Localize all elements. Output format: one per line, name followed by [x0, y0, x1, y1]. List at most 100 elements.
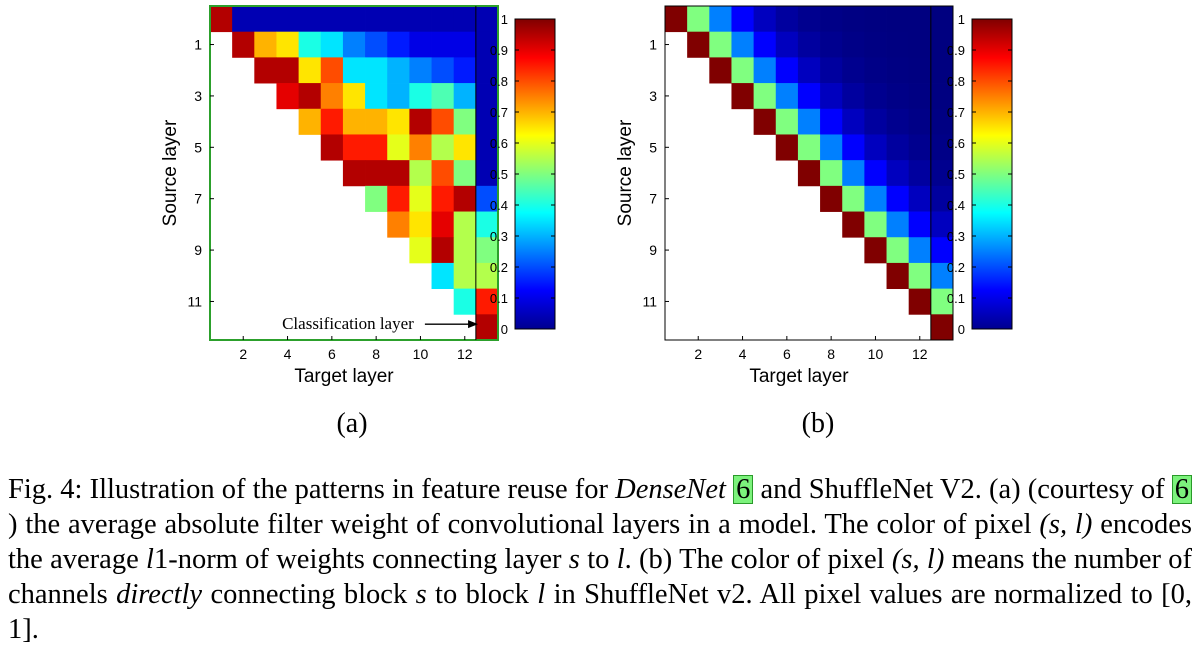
heatmap-cell	[409, 57, 432, 84]
heatmap-cell	[687, 6, 710, 33]
heatmap-cell	[842, 211, 865, 238]
heatmap-cell	[864, 31, 887, 58]
heatmap-cell	[431, 6, 455, 33]
colorbar-tick-label: 0.3	[490, 229, 508, 244]
heatmap-cell	[864, 211, 887, 238]
heatmap-cell	[475, 31, 499, 58]
colorbar-tick-label: 0.5	[947, 167, 965, 182]
heatmap-cell	[342, 83, 366, 110]
heatmap-cell	[930, 108, 954, 135]
heatmap-cell	[930, 185, 954, 212]
heatmap-cell	[387, 83, 410, 110]
heatmap-cell	[797, 160, 821, 187]
panel-label-a: (a)	[336, 408, 367, 439]
heatmap-cell	[753, 108, 777, 135]
heatmap-cell	[908, 160, 932, 187]
heatmap-cell	[753, 6, 777, 33]
heatmap-cell	[886, 31, 910, 58]
heatmap-cell	[753, 31, 777, 58]
heatmap-cell	[387, 108, 410, 135]
caption-math: s	[568, 544, 580, 575]
heatmap-cell	[908, 237, 932, 264]
heatmap-cell	[453, 185, 477, 212]
figure-caption: Fig. 4: Illustration of the patterns in …	[8, 472, 1193, 647]
caption-math: s	[415, 579, 427, 610]
heatmap-cell	[775, 108, 799, 135]
heatmap-cell	[320, 108, 344, 135]
heatmap-cell	[387, 160, 410, 187]
caption-text: to block	[426, 579, 538, 610]
heatmap-cell	[342, 108, 366, 135]
colorbar-tick-label: 0.2	[947, 260, 965, 275]
heatmap-cell	[409, 134, 432, 161]
heatmap-cell	[842, 31, 865, 58]
heatmap-cell	[864, 134, 887, 161]
heatmap-cell	[820, 108, 843, 135]
heatmap-cell	[320, 134, 344, 161]
heatmap-cell	[365, 108, 388, 135]
heatmap-cell	[431, 160, 455, 187]
heatmap-cell	[475, 108, 499, 135]
y-tick-label: 1	[194, 37, 202, 53]
heatmap-b-cells	[665, 6, 954, 341]
heatmap-cell	[365, 185, 388, 212]
heatmap-cell	[820, 83, 843, 110]
y-tick-label: 11	[642, 293, 657, 309]
caption-figure-label: Fig. 4:	[8, 474, 83, 505]
heatmap-cell	[753, 57, 777, 84]
heatmap-cell	[930, 31, 954, 58]
x-tick-label: 10	[413, 346, 429, 362]
colorbar-a	[514, 18, 556, 330]
x-tick-label: 12	[457, 346, 473, 362]
x-tick-label: 2	[239, 346, 247, 362]
heatmap-cell	[431, 83, 455, 110]
colorbar-tick-label: 0.6	[490, 136, 508, 151]
heatmap-cell	[753, 83, 777, 110]
heatmap-cell	[453, 83, 477, 110]
heatmap-cell	[387, 31, 410, 58]
x-tick-label: 4	[739, 346, 747, 362]
heatmap-cell	[687, 31, 710, 58]
heatmap-cell	[453, 211, 477, 238]
heatmap-cell	[453, 288, 477, 315]
heatmap-cell	[342, 31, 366, 58]
heatmap-b-border	[664, 5, 954, 341]
x-tick-label: 6	[783, 346, 791, 362]
colorbar-tick-label: 0	[958, 322, 965, 337]
colorbar-tick-label: 0.7	[947, 105, 965, 120]
heatmap-cell	[387, 6, 410, 33]
heatmap-cell	[276, 57, 300, 84]
citation-link[interactable]: 6	[1171, 475, 1193, 504]
heatmap-cell	[930, 288, 954, 315]
heatmap-cell	[864, 83, 887, 110]
heatmap-cell	[820, 185, 843, 212]
heatmap-cell	[775, 31, 799, 58]
colorbar-tick-label: 0.6	[947, 136, 965, 151]
colorbar-tick-label: 0	[501, 322, 508, 337]
heatmap-cell	[365, 31, 388, 58]
heatmap-cell	[342, 134, 366, 161]
heatmap-cell	[320, 31, 344, 58]
y-tick-label: 5	[649, 139, 657, 155]
citation-link[interactable]: 6	[733, 475, 754, 504]
heatmap-cell	[453, 160, 477, 187]
heatmap-cell	[775, 83, 799, 110]
heatmap-cell	[908, 288, 932, 315]
caption-text: connecting block	[202, 579, 416, 610]
colorbar-tick-label: 0.4	[490, 198, 508, 213]
caption-text: encodes the average	[8, 509, 1192, 575]
heatmap-cell	[930, 160, 954, 187]
x-tick-label: 4	[284, 346, 292, 362]
heatmap-cell	[731, 6, 755, 33]
heatmap-cell	[431, 185, 455, 212]
heatmap-cell	[864, 160, 887, 187]
heatmap-cell	[908, 83, 932, 110]
colorbar-b	[971, 18, 1013, 330]
heatmap-cell	[365, 83, 388, 110]
heatmap-cell	[842, 6, 865, 33]
caption-math: l	[616, 544, 625, 575]
caption-text: in ShuffleNet v2. All pixel values are n…	[545, 579, 1162, 610]
heatmap-cell	[864, 185, 887, 212]
caption-math: l	[537, 579, 546, 610]
